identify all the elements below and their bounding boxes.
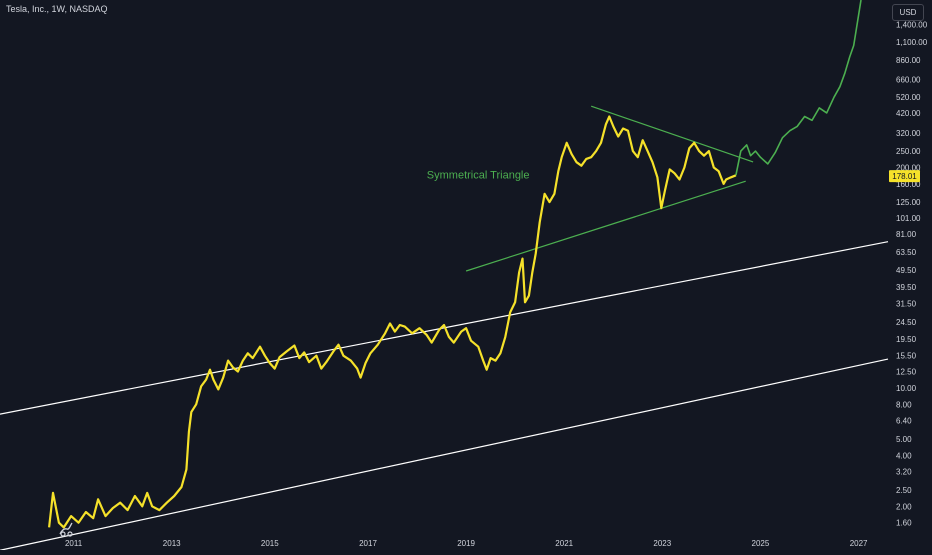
y-tick-label: 125.00 xyxy=(896,198,921,207)
currency-button[interactable]: USD xyxy=(892,4,924,21)
x-tick-label: 2023 xyxy=(653,539,671,548)
x-tick-label: 2019 xyxy=(457,539,475,548)
y-tick-label: 520.00 xyxy=(896,93,921,102)
y-tick-label: 660.00 xyxy=(896,76,921,85)
symbol-title: Tesla, Inc., 1W, NASDAQ xyxy=(6,4,108,14)
trendline-2[interactable] xyxy=(0,358,889,551)
y-tick-label: 8.00 xyxy=(896,400,912,409)
trendline-1[interactable] xyxy=(0,241,889,415)
y-tick-label: 5.00 xyxy=(896,435,912,444)
x-tick-label: 2013 xyxy=(163,539,181,548)
y-tick-label: 15.50 xyxy=(896,352,917,361)
trendline-4[interactable] xyxy=(591,105,754,163)
y-tick-label: 19.50 xyxy=(896,335,917,344)
y-tick-label: 860.00 xyxy=(896,56,921,65)
annotation-layer: Symmetrical Triangle xyxy=(427,170,530,182)
drawing-tool-icon[interactable] xyxy=(59,522,73,537)
annotation-label-1: Symmetrical Triangle xyxy=(427,170,530,182)
y-tick-label: 3.20 xyxy=(896,468,912,477)
y-tick-label: 4.00 xyxy=(896,451,912,460)
x-tick-label: 2015 xyxy=(261,539,279,548)
y-tick-label: 24.50 xyxy=(896,318,917,327)
y-tick-label: 12.50 xyxy=(896,368,917,377)
time-axis[interactable]: 2011 2013 2015 2017 2019 2021 2023 2025 2027 xyxy=(65,539,868,548)
trendline-layer xyxy=(0,105,889,551)
trendline-3[interactable] xyxy=(465,180,746,272)
series-layer xyxy=(48,0,862,529)
y-tick-label: 1,400.00 xyxy=(896,20,928,29)
price-series-1[interactable] xyxy=(48,115,737,529)
y-tick-label: 320.00 xyxy=(896,129,921,138)
y-tick-label: 31.50 xyxy=(896,300,917,309)
x-tick-label: 2017 xyxy=(359,539,377,548)
y-tick-label: 2.00 xyxy=(896,502,912,511)
y-tick-label: 2.50 xyxy=(896,486,912,495)
y-tick-label: 1,100.00 xyxy=(896,38,928,47)
y-tick-label: 420.00 xyxy=(896,109,921,118)
y-tick-label: 160.00 xyxy=(896,180,921,189)
last-price-badge xyxy=(889,170,920,183)
y-tick-label: 10.00 xyxy=(896,384,917,393)
y-tick-label: 39.50 xyxy=(896,283,917,292)
price-series-2[interactable] xyxy=(735,0,862,176)
y-tick-label: 49.50 xyxy=(896,266,917,275)
y-tick-label: 200.00 xyxy=(896,164,921,173)
y-tick-label: 6.40 xyxy=(896,417,912,426)
x-tick-label: 2027 xyxy=(850,539,868,548)
x-tick-label: 2021 xyxy=(555,539,573,548)
x-tick-label: 2025 xyxy=(752,539,770,548)
y-tick-label: 1.60 xyxy=(896,519,912,528)
y-tick-label: 101.00 xyxy=(896,214,921,223)
x-tick-label: 2011 xyxy=(65,539,83,548)
y-tick-label: 81.00 xyxy=(896,230,917,239)
price-axis[interactable]: 1,400.00 1,100.00 860.00 660.00 520.00 420.00… xyxy=(889,20,928,528)
y-tick-label: 63.50 xyxy=(896,248,917,257)
y-tick-label: 250.00 xyxy=(896,147,921,156)
last-price-label: 178.01 xyxy=(892,172,917,181)
